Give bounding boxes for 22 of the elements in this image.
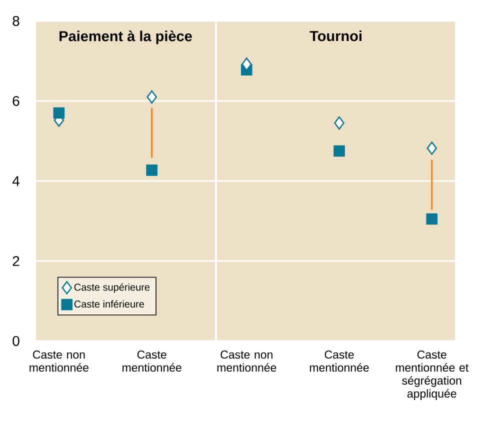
y-tick-label: 8 xyxy=(12,16,20,26)
legend-label: Caste supérieure xyxy=(74,283,150,293)
x-tick-label: Caste mentionnée et ségrégation appliquée xyxy=(396,350,469,400)
x-tick-label: Caste non mentionnée xyxy=(217,350,276,372)
y-tick-label: 2 xyxy=(12,256,20,266)
legend-label: Caste inférieure xyxy=(74,300,144,308)
point xyxy=(146,164,158,176)
x-tick-label: Caste non mentionnée xyxy=(30,350,88,372)
x-tick-label: Caste mentionnée xyxy=(122,350,182,372)
y-tick-label: 0 xyxy=(12,336,20,346)
text: Paiement à la pièce xyxy=(60,30,192,44)
point xyxy=(426,142,438,155)
text: Tournoi xyxy=(310,30,362,42)
x-tick-label: Caste mentionnée xyxy=(310,350,369,372)
point xyxy=(334,145,345,157)
y-tick-label: 6 xyxy=(12,96,20,106)
y-tick-label: 4 xyxy=(12,176,20,186)
point xyxy=(53,107,65,119)
point xyxy=(241,58,252,71)
point xyxy=(146,90,157,104)
point xyxy=(426,213,438,225)
point xyxy=(334,116,344,130)
